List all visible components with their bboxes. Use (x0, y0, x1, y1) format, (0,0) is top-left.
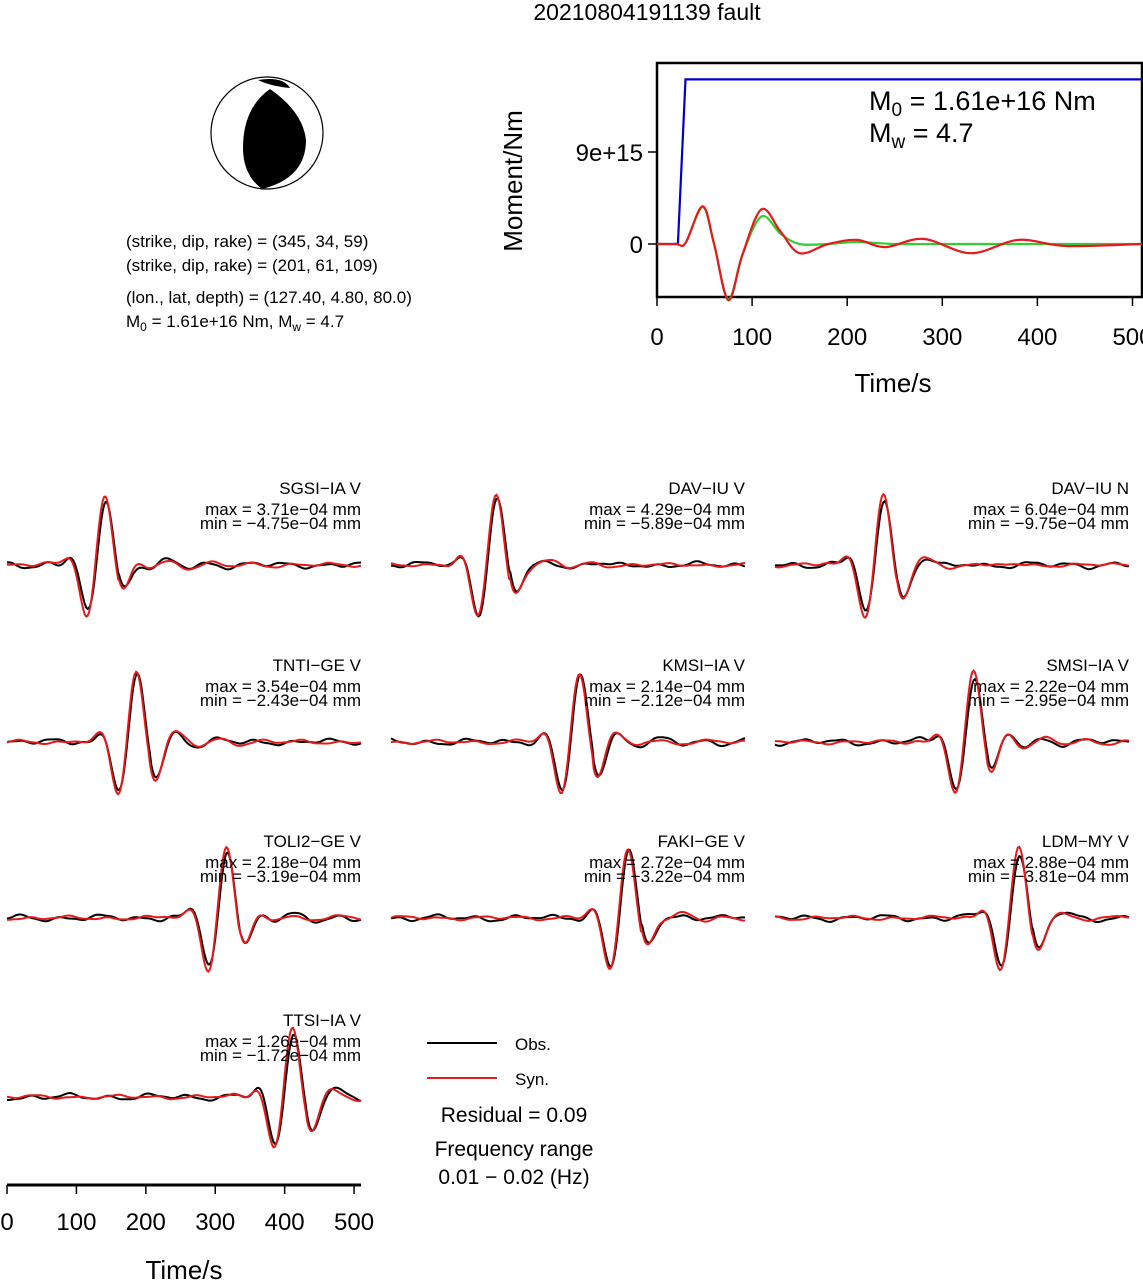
synthetic-trace (774, 492, 1130, 619)
station-max: max = 3.54e−04 mm (205, 677, 361, 696)
moment-xtick-label: 400 (1017, 324, 1057, 351)
station-name: SGSI−IA V (279, 479, 361, 498)
moment-axes: 0 100 200 300 400 500 0 9e+15 (576, 140, 1143, 351)
moment-xtick-label: 0 (650, 324, 663, 351)
synthetic-trace (775, 668, 1130, 795)
station-max: max = 1.26e−04 mm (205, 1032, 361, 1051)
waveform-xtick-label: 0 (0, 1209, 13, 1236)
synthetic-trace (6, 670, 362, 796)
waveform-xtick-label: 100 (56, 1209, 96, 1236)
station-min: min = −2.43e−04 mm (200, 691, 361, 710)
station-min: min = −3.22e−04 mm (584, 867, 745, 886)
station-min: min = −1.72e−04 mm (200, 1046, 361, 1065)
moment-ytick-label: 0 (630, 232, 643, 259)
moment-plot: 010020030040050009e+15 M0 = 1.61e+16 Nm … (498, 61, 1143, 398)
legend-obs-label: Obs. (515, 1035, 551, 1054)
figure-title: 20210804191139 fault (533, 0, 761, 25)
moment-xtick-label: 500 (1112, 324, 1143, 351)
moment-series (656, 78, 1143, 302)
moment-series-red (656, 205, 1143, 302)
station-max: max = 2.72e−04 mm (589, 853, 745, 872)
station-max: max = 4.29e−04 mm (589, 500, 745, 519)
station-min: min = −3.81e−04 mm (968, 867, 1129, 886)
frequency-range: 0.01 − 0.02 (Hz) (438, 1166, 589, 1189)
station-max: max = 6.04e−04 mm (973, 500, 1129, 519)
nodal-plane-1: (strike, dip, rake) = (345, 34, 59) (126, 232, 368, 251)
synthetic-trace (6, 845, 362, 974)
station-name: FAKI−GE V (658, 832, 746, 851)
station-name: LDM−MY V (1042, 832, 1130, 851)
station-name: TOLI2−GE V (264, 832, 362, 851)
synthetic-trace (775, 845, 1130, 972)
station-max: max = 2.14e−04 mm (589, 677, 745, 696)
station-name: SMSI−IA V (1046, 656, 1129, 675)
waveform-xtick-label: 300 (195, 1209, 235, 1236)
station-min: min = −9.75e−04 mm (968, 514, 1129, 533)
observed-trace (6, 500, 362, 611)
synthetic-trace (390, 493, 746, 617)
nodal-plane-2: (strike, dip, rake) = (201, 61, 109) (126, 256, 378, 275)
station-max: max = 3.71e−04 mm (205, 500, 361, 519)
station-min: min = −2.95e−04 mm (968, 691, 1129, 710)
waveform-xtick-label: 400 (265, 1209, 305, 1236)
waveform-xtick-label: 500 (334, 1209, 374, 1236)
station-name: DAV−IU V (668, 479, 745, 498)
station-min: min = −5.89e−04 mm (584, 514, 745, 533)
station-name: KMSI−IA V (662, 656, 745, 675)
moment-xtick-label: 300 (922, 324, 962, 351)
residual-text: Residual = 0.09 (441, 1104, 588, 1127)
station-min: min = −3.19e−04 mm (200, 867, 361, 886)
waveform-time-axis: 0 100 200 300 400 500 (0, 1183, 374, 1236)
legend: Obs. Syn. Residual = 0.09 Frequency rang… (427, 1035, 593, 1189)
moment-series-green (656, 206, 1142, 301)
station-min: min = −2.12e−04 mm (584, 691, 745, 710)
moment-ytick-label: 9e+15 (576, 140, 643, 167)
moment-xtick-label: 100 (732, 324, 772, 351)
frequency-title: Frequency range (435, 1138, 594, 1161)
focal-mechanism-beachball (210, 76, 324, 190)
station-name: TTSI−IA V (283, 1011, 362, 1030)
moment-annotation-m0: M0 = 1.61e+16 Nm (869, 86, 1096, 121)
legend-syn-label: Syn. (515, 1070, 549, 1089)
moment-xtick-label: 200 (827, 324, 867, 351)
synthetic-trace (6, 1026, 362, 1149)
station-max: max = 2.22e−04 mm (973, 677, 1129, 696)
station-min: min = −4.75e−04 mm (200, 514, 361, 533)
moment-ylabel: Moment/Nm (498, 110, 528, 252)
moment-magnitude-text: M0 = 1.61e+16 Nm, Mw = 4.7 (126, 312, 344, 334)
station-name: DAV−IU N (1051, 479, 1129, 498)
moment-xlabel: Time/s (854, 368, 931, 398)
station-max: max = 2.88e−04 mm (973, 853, 1129, 872)
synthetic-trace (390, 672, 745, 795)
station-max: max = 2.18e−04 mm (205, 853, 361, 872)
synthetic-trace (390, 848, 745, 970)
moment-plot-frame (655, 61, 1143, 299)
waveform-xlabel: Time/s (145, 1255, 222, 1281)
station-name: TNTI−GE V (273, 656, 362, 675)
moment-annotation-mw: Mw = 4.7 (869, 118, 974, 153)
location-depth: (lon., lat, depth) = (127.40, 4.80, 80.0… (126, 288, 412, 307)
synthetic-trace (6, 495, 362, 618)
waveform-xtick-label: 200 (126, 1209, 166, 1236)
